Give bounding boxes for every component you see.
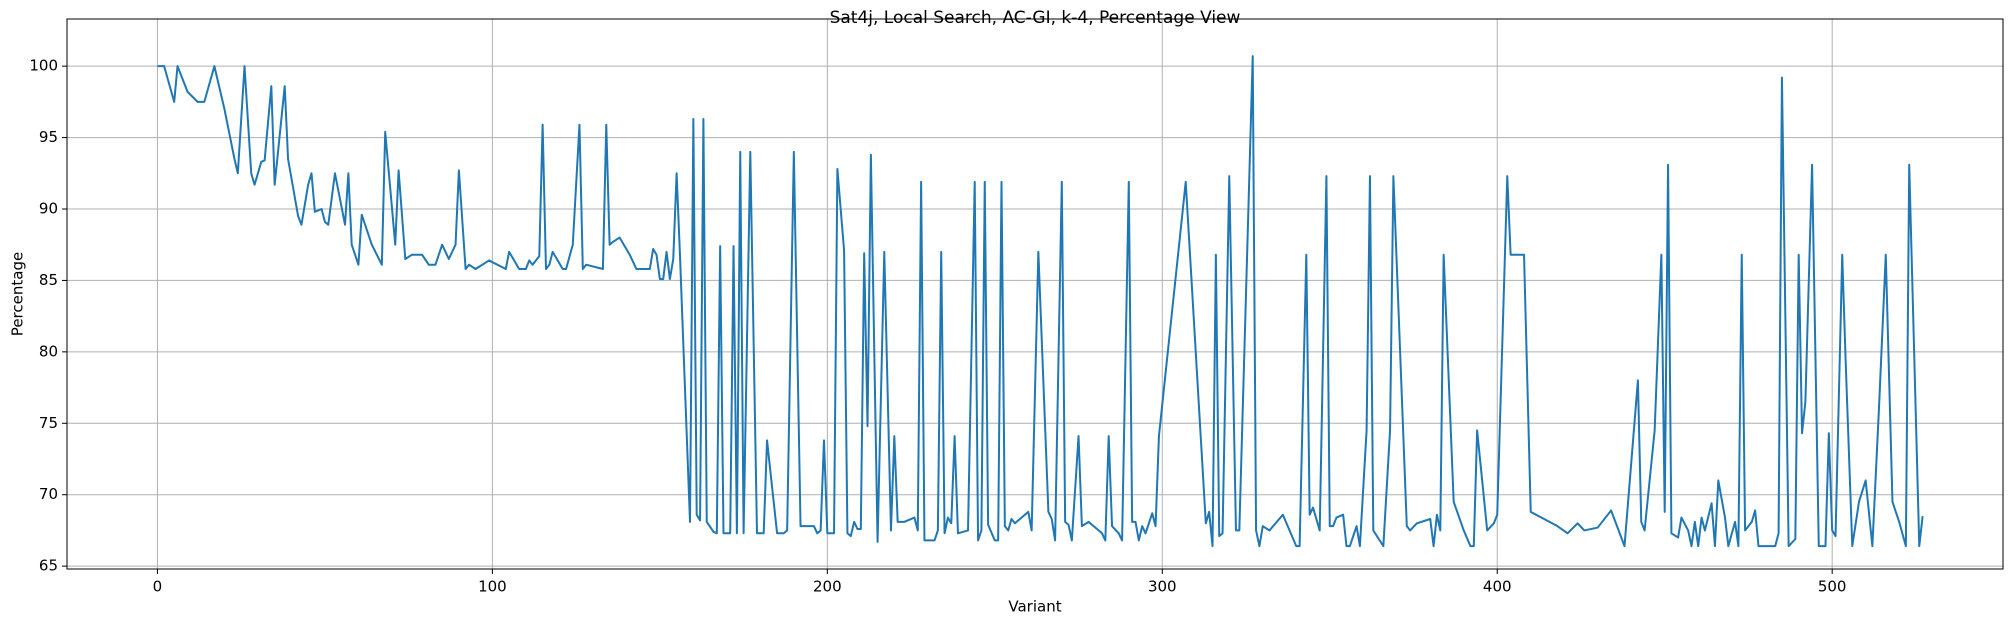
plot-frame	[66, 18, 2004, 570]
y-tick-label: 90	[39, 200, 58, 218]
y-tick-label: 80	[39, 342, 58, 360]
y-tick-label: 65	[39, 557, 58, 575]
y-tick-label: 95	[39, 128, 58, 146]
y-tick-label: 70	[39, 485, 58, 503]
y-tick-label: 85	[39, 271, 58, 289]
x-axis-label: Variant	[1008, 598, 1061, 616]
chart-title: Sat4j, Local Search, AC-GI, k-4, Percent…	[830, 8, 1241, 28]
x-tick-label: 400	[1483, 578, 1512, 596]
x-tick-label: 0	[153, 578, 163, 596]
x-tick-label: 100	[478, 578, 507, 596]
x-tick-label: 500	[1818, 578, 1847, 596]
y-tick-label: 100	[29, 57, 58, 75]
y-tick-label: 75	[39, 414, 58, 432]
x-tick-label: 300	[1148, 578, 1177, 596]
x-tick-label: 200	[813, 578, 842, 596]
data-line	[157, 55, 1924, 548]
y-axis-label: Percentage	[9, 252, 27, 336]
